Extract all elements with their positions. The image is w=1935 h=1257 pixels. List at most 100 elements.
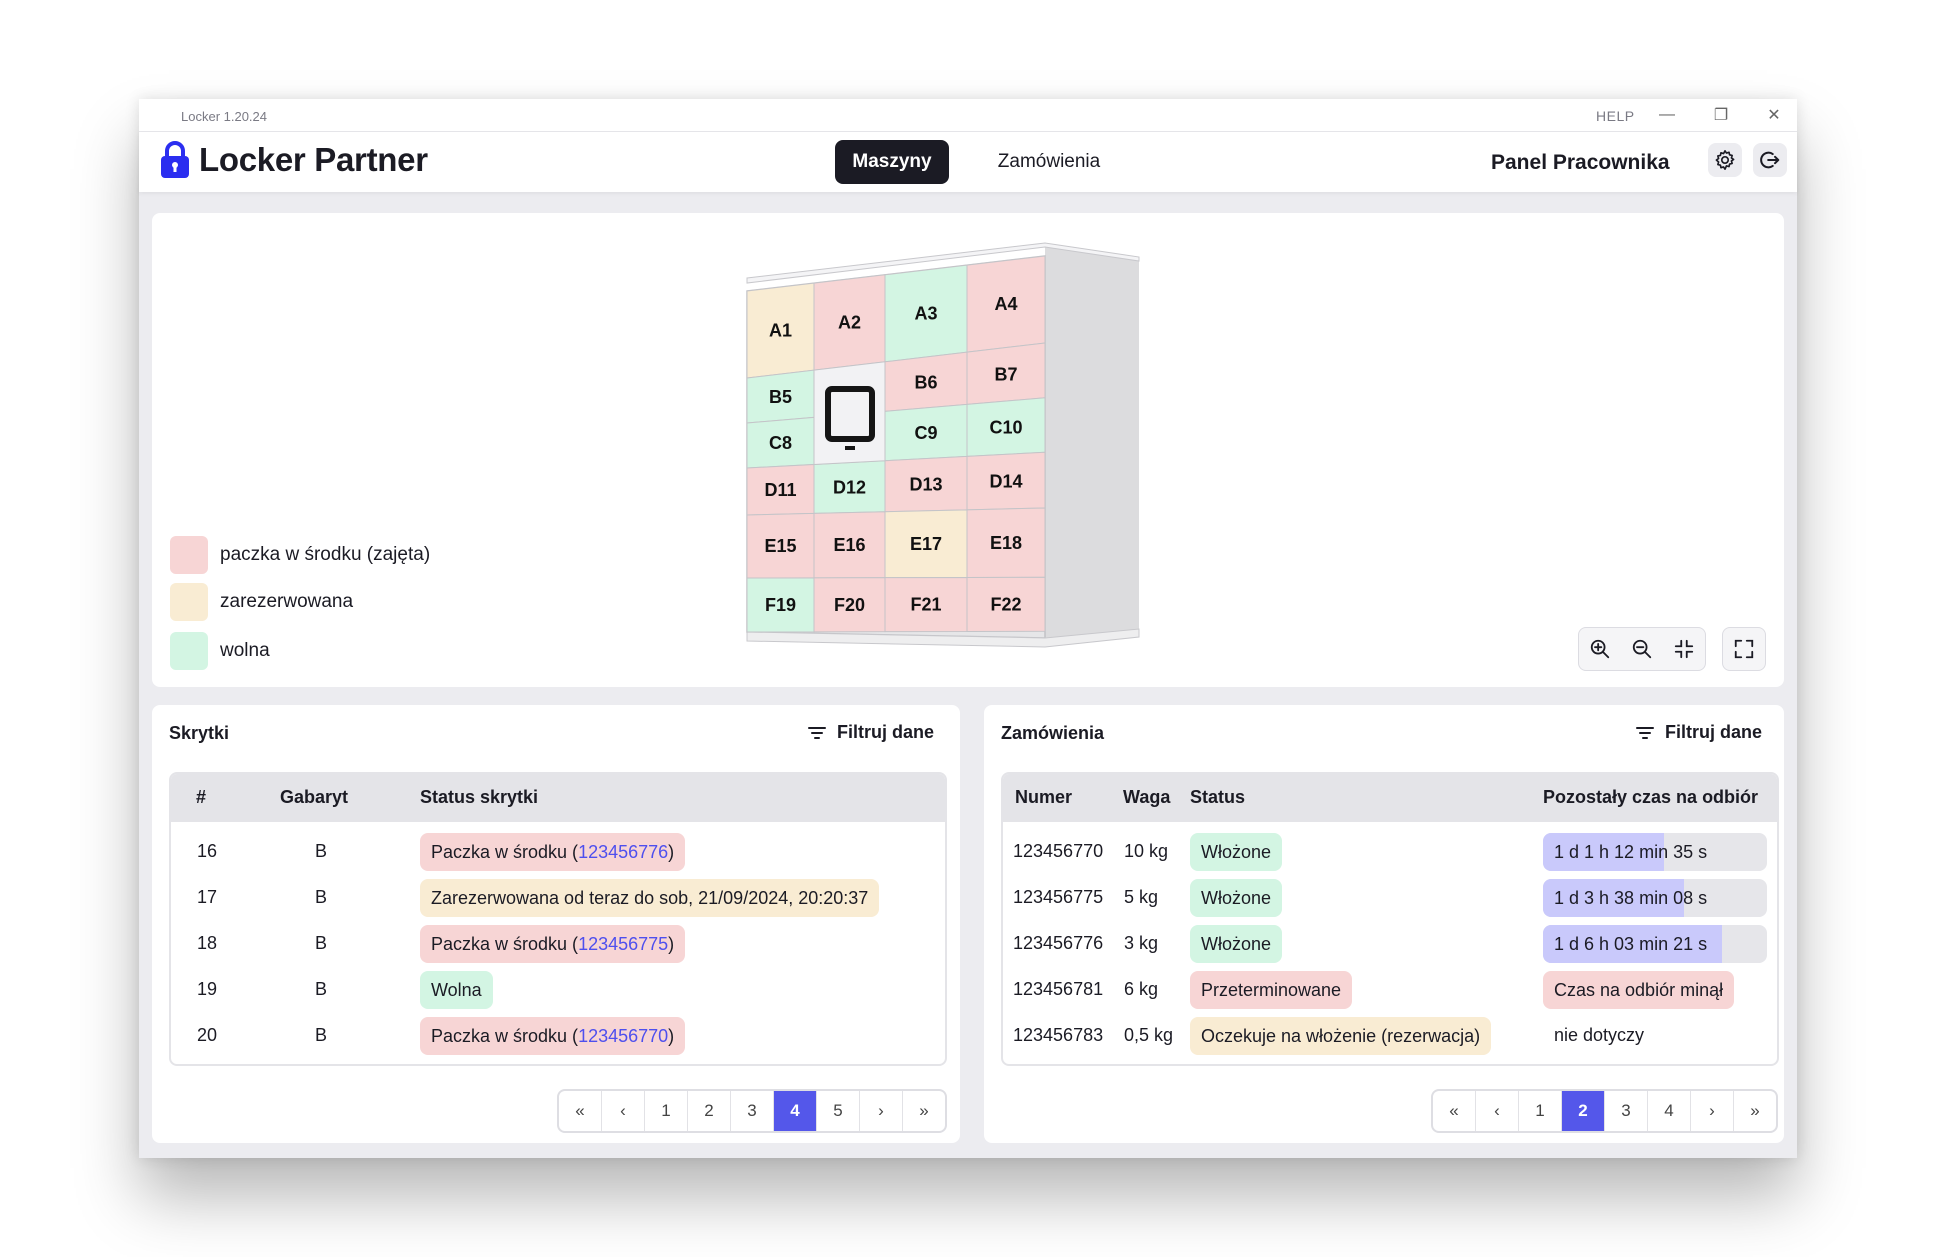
cell-weight: 10 kg	[1124, 841, 1169, 861]
time-remaining-bar: 1 d 6 h 03 min 21 s	[1543, 925, 1767, 963]
time-remaining-text: 1 d 1 h 12 min 35 s	[1554, 842, 1708, 862]
cell-order-number: 123456781	[1013, 979, 1104, 999]
page-next-button[interactable]: ›	[860, 1091, 903, 1131]
page-first-button[interactable]: «	[1433, 1091, 1476, 1131]
zamowienia-table: Numer Waga Status Pozostały czas na odbi…	[1001, 772, 1779, 1066]
settings-button[interactable]	[1708, 143, 1742, 177]
zoom-in-button[interactable]	[1579, 628, 1621, 670]
zamowienia-card: Zamówienia Filtruj dane Numer Waga Statu…	[984, 705, 1784, 1143]
skrytki-table: # Gabaryt Status skrytki 16 B Paczka w śro…	[169, 772, 947, 1066]
status-badge: Włożone	[1190, 925, 1283, 963]
status-badge: Przeterminowane	[1190, 971, 1353, 1009]
locker-diagram: A1 A2 A3 A4 B5 B6 B7 C8 C9 C10 D11 D12 D13 D14 E15 E16 E…	[746, 242, 1140, 648]
column-header: Status skrytki	[420, 787, 539, 807]
table-row[interactable]: 123456775 5 kg Włożone 1 d 3 h 38 min 08 s	[1003, 874, 1777, 920]
fullscreen-icon	[1734, 639, 1754, 659]
time-remaining-text: nie dotyczy	[1554, 1025, 1645, 1045]
skrytki-pagination: «‹ 1 2 3 4 5 › »	[557, 1089, 947, 1133]
close-button[interactable]: ✕	[1761, 103, 1787, 127]
locker-cell-label: C10	[989, 418, 1022, 438]
locker-cell-f22[interactable]	[966, 576, 1046, 632]
order-link[interactable]: 123456776	[578, 841, 669, 862]
cell-size: B	[315, 933, 328, 953]
page-prev-button[interactable]: ‹	[602, 1091, 645, 1131]
locker-cell-label: B6	[914, 372, 937, 392]
page-prev-button[interactable]: ‹	[1476, 1091, 1519, 1131]
cell-order-number: 123456770	[1013, 841, 1104, 861]
skrytki-title: Skrytki	[169, 723, 230, 743]
table-row[interactable]: 123456783 0,5 kg Oczekuje na włożenie (rez…	[1003, 1012, 1777, 1058]
page-button-2[interactable]: 2	[688, 1091, 731, 1131]
cell-weight: 5 kg	[1124, 887, 1159, 907]
minimize-icon: —	[1659, 106, 1675, 123]
locker-cell-label: E15	[764, 536, 796, 556]
cell-order-number: 123456775	[1013, 887, 1104, 907]
locker-cell-label: F22	[990, 594, 1021, 614]
zoom-out-button[interactable]	[1621, 628, 1663, 670]
nav-maszyny[interactable]: Maszyny	[835, 140, 949, 184]
status-text: Zarezerwowana od teraz do sob, 21/09/202…	[431, 887, 869, 908]
status-text: Wolna	[431, 979, 482, 1000]
page-last-button[interactable]: »	[919, 1101, 929, 1120]
table-row[interactable]: 123456781 6 kg Przeterminowane Czas na odbi…	[1003, 966, 1777, 1012]
table-row[interactable]: 123456776 3 kg Włożone 1 d 6 h 03 min 21 s	[1003, 920, 1777, 966]
page-button-1[interactable]: 1	[1519, 1091, 1562, 1131]
page-button-3[interactable]: 3	[1605, 1091, 1648, 1131]
page-button-1[interactable]: 1	[645, 1091, 688, 1131]
table-row[interactable]: 17 B Zarezerwowana od teraz do sob, 21/09/…	[171, 874, 945, 920]
page-button-5[interactable]: 5	[817, 1091, 860, 1131]
center-icon	[1674, 639, 1694, 659]
legend-reserved: zarezerwowana	[170, 583, 353, 621]
fullscreen-control	[1722, 627, 1766, 671]
page-next-button[interactable]: ›	[1691, 1091, 1734, 1131]
status-suffix: )	[668, 933, 675, 954]
app-window: Locker 1.20.24 HELP — ❐ ✕ Locker Partner…	[139, 99, 1797, 1158]
table-row[interactable]: 123456770 10 kg Włożone 1 d 1 h 12 min 35 s	[1003, 828, 1777, 874]
fullscreen-button[interactable]	[1723, 628, 1765, 670]
page-button-3[interactable]: 3	[731, 1091, 774, 1131]
time-remaining-bar: 1 d 3 h 38 min 08 s	[1543, 879, 1767, 917]
page-button-4[interactable]: 4	[774, 1091, 817, 1131]
time-remaining-text: 1 d 3 h 38 min 08 s	[1554, 888, 1708, 908]
time-remaining-text: 1 d 6 h 03 min 21 s	[1554, 934, 1708, 954]
locker-cell-label: D14	[989, 472, 1022, 492]
table-row[interactable]: 19 B Wolna	[171, 966, 945, 1012]
locker-cell-label: F20	[834, 595, 865, 615]
legend-free: wolna	[170, 632, 270, 670]
order-link[interactable]: 123456775	[578, 933, 669, 954]
skrytki-filter-button[interactable]: Filtruj dane	[807, 722, 934, 743]
locker-side	[1045, 243, 1139, 638]
zamowienia-filter-button[interactable]: Filtruj dane	[1635, 722, 1762, 743]
cell-weight: 0,5 kg	[1124, 1025, 1174, 1045]
panel-label[interactable]: Panel Pracownika	[1491, 151, 1670, 174]
order-link[interactable]: 123456770	[578, 1025, 669, 1046]
lock-icon	[161, 141, 189, 178]
center-button[interactable]	[1663, 628, 1705, 670]
time-remaining-fill	[1543, 879, 1685, 917]
cell-order-number: 123456783	[1013, 1025, 1104, 1045]
minimize-button[interactable]: —	[1654, 103, 1680, 127]
table-header: Numer Waga Status Pozostały czas na odbi…	[1003, 774, 1777, 822]
logout-button[interactable]	[1753, 143, 1787, 177]
status-text: Paczka w środku (	[431, 933, 579, 954]
locker-cell-label: C8	[769, 433, 792, 453]
status-badge: Wolna	[420, 971, 493, 1009]
help-button[interactable]: HELP	[1596, 108, 1635, 124]
status-badge: Włożone	[1190, 879, 1283, 917]
table-row[interactable]: 18 B Paczka w środku (123456775)	[171, 920, 945, 966]
cell-size: B	[315, 979, 328, 999]
table-row[interactable]: 20 B Paczka w środku (123456770)	[171, 1012, 945, 1058]
filter-icon	[1636, 726, 1654, 739]
column-header: Waga	[1123, 787, 1171, 807]
table-row[interactable]: 16 B Paczka w środku (123456776)	[171, 828, 945, 874]
nav-zamowienia[interactable]: Zamówienia	[997, 151, 1101, 172]
page-button-4[interactable]: 4	[1648, 1091, 1691, 1131]
page-last-button[interactable]: »	[1750, 1101, 1760, 1120]
logo[interactable]: Locker Partner	[159, 140, 428, 180]
restore-button[interactable]: ❐	[1708, 103, 1734, 127]
status-badge: Paczka w środku (123456775)	[420, 925, 686, 963]
locker-cell-label: D12	[833, 478, 866, 498]
page-first-button[interactable]: «	[559, 1091, 602, 1131]
page-button-2[interactable]: 2	[1562, 1091, 1605, 1131]
locker-cell-label: E16	[833, 535, 865, 555]
